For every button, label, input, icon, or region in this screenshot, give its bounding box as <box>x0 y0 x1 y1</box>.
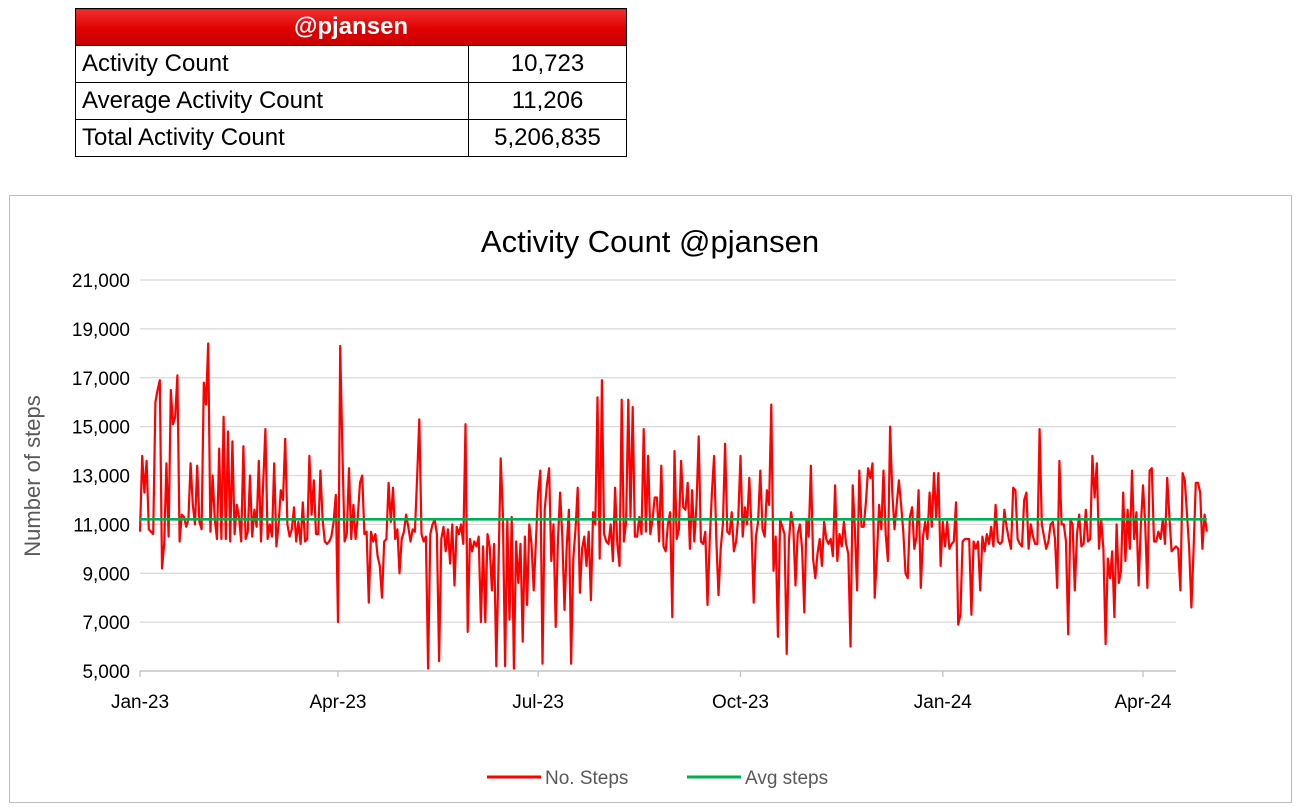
summary-row: Average Activity Count 11,206 <box>75 82 627 120</box>
x-tick-label: Oct-23 <box>712 692 769 713</box>
legend-label-avg: Avg steps <box>745 768 828 789</box>
summary-header: @pjansen <box>75 8 627 46</box>
y-axis-ticks: 21,000 19,000 17,000 15,000 13,000 11,000 9,00… <box>72 271 130 683</box>
x-tick-label: Jul-23 <box>512 692 564 713</box>
x-tick-label: Jan-24 <box>914 692 973 713</box>
summary-table: @pjansen Activity Count 10,723 Average A… <box>75 8 627 157</box>
average-activity-count-label: Average Activity Count <box>75 82 469 120</box>
x-axis-ticks: Jan-23 Apr-23 Jul-23 Oct-23 Jan-24 Apr-24 <box>111 671 1172 713</box>
y-tick-label: 19,000 <box>72 320 130 341</box>
y-tick-label: 17,000 <box>72 369 130 390</box>
activity-chart: Activity Count @pjansen Number of steps … <box>20 224 1208 789</box>
chart-area: Activity Count @pjansen Number of steps … <box>9 195 1292 803</box>
activity-count-label: Activity Count <box>75 45 469 83</box>
x-tick-label: Jan-23 <box>111 692 169 713</box>
series-no-steps-line <box>138 342 1208 670</box>
legend-label-steps: No. Steps <box>545 768 628 789</box>
legend: No. Steps Avg steps <box>487 768 828 789</box>
y-axis-title: Number of steps <box>20 395 45 556</box>
y-tick-label: 9,000 <box>82 564 130 585</box>
series-lines <box>138 342 1208 670</box>
x-tick-label: Apr-24 <box>1114 692 1171 713</box>
summary-row: Total Activity Count 5,206,835 <box>75 119 627 157</box>
chart-title: Activity Count @pjansen <box>481 224 819 259</box>
y-tick-label: 15,000 <box>72 418 130 439</box>
average-activity-count-value: 11,206 <box>468 82 627 120</box>
total-activity-count-value: 5,206,835 <box>468 119 627 157</box>
y-tick-label: 5,000 <box>82 662 130 683</box>
gridlines <box>140 279 1176 672</box>
y-tick-label: 13,000 <box>72 467 130 488</box>
activity-count-value: 10,723 <box>468 45 627 83</box>
y-tick-label: 21,000 <box>72 271 130 292</box>
y-tick-label: 11,000 <box>73 515 130 536</box>
y-tick-label: 7,000 <box>82 613 130 634</box>
x-tick-label: Apr-23 <box>309 692 366 713</box>
total-activity-count-label: Total Activity Count <box>75 119 469 157</box>
summary-row: Activity Count 10,723 <box>75 45 627 83</box>
